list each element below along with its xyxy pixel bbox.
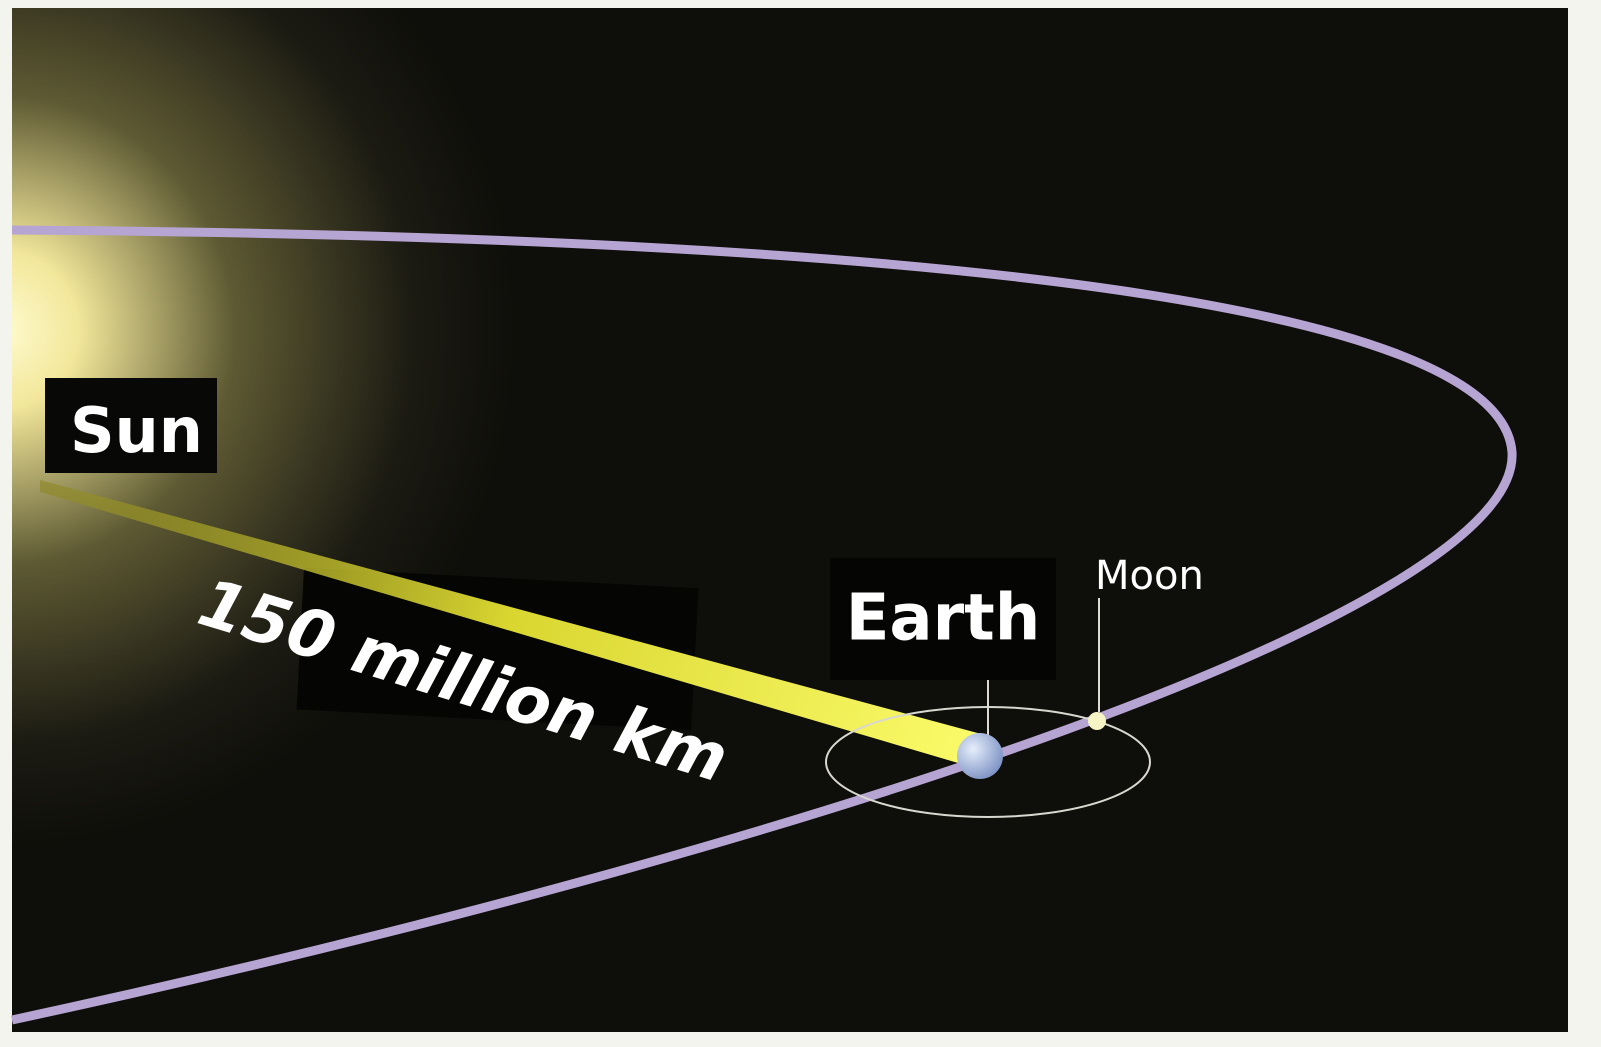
earth xyxy=(957,733,1003,779)
sun-label: Sun xyxy=(70,394,203,467)
earth-label: Earth xyxy=(846,582,1041,656)
diagram: Sun Earth Moon 150 million km xyxy=(0,0,1601,1047)
moon-label: Moon xyxy=(1095,553,1204,599)
sun-glow xyxy=(12,8,1568,1032)
moon xyxy=(1088,712,1106,730)
